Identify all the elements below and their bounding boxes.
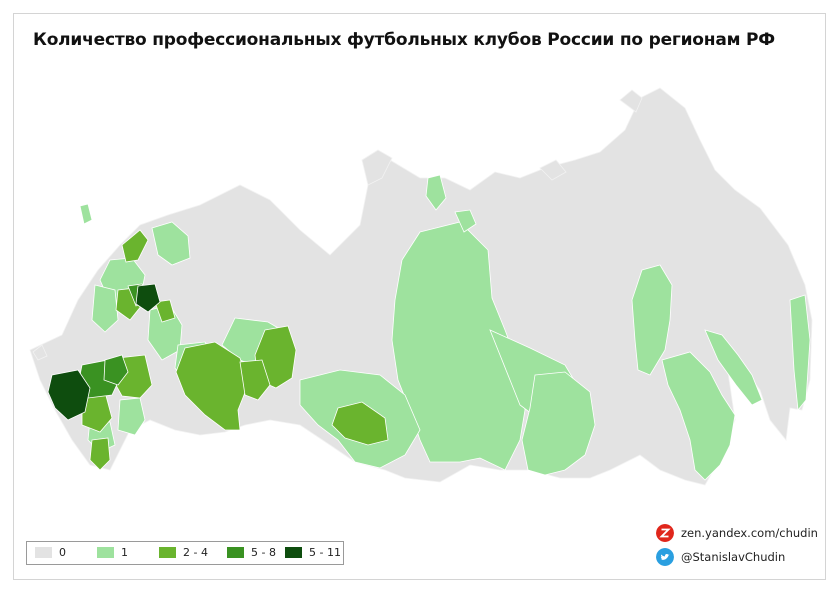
- region-south-1: [117, 397, 146, 436]
- region-yamal: [425, 174, 447, 211]
- regions-two-four: [81, 229, 389, 471]
- region-moscow: [135, 283, 161, 313]
- region-kamchatka: [704, 329, 763, 406]
- arctic-island-2: [539, 159, 567, 181]
- legend-label: 1: [121, 546, 128, 559]
- region-murmansk: [151, 221, 191, 266]
- legend-swatch: [35, 547, 52, 558]
- region-north-karelia: [121, 229, 149, 263]
- legend-swatch: [285, 547, 302, 558]
- region-krasnodar: [47, 369, 91, 421]
- region-krasnoyarsk: [391, 221, 526, 471]
- region-chukotka-tip: [789, 294, 811, 412]
- region-taimyr-isle: [454, 209, 477, 233]
- kaliningrad: [32, 344, 48, 361]
- region-spitsbergen: [79, 203, 93, 225]
- region-magadan: [631, 264, 673, 376]
- region-tatarstan: [103, 354, 129, 386]
- region-caucasus: [89, 437, 111, 471]
- zen-icon: [656, 524, 674, 542]
- regions-five-eleven: [47, 283, 161, 421]
- credit-twitter-label: @StanislavChudin: [681, 550, 786, 564]
- region-samara: [154, 299, 176, 323]
- map-legend: 0 1 2 - 4 5 - 8 5 - 11: [26, 541, 344, 565]
- legend-swatch: [159, 547, 176, 558]
- legend-swatch: [97, 547, 114, 558]
- map-title: Количество профессиональных футбольных к…: [33, 30, 775, 50]
- legend-label: 2 - 4: [183, 546, 208, 559]
- region-novosibirsk: [331, 401, 389, 446]
- legend-label: 0: [59, 546, 66, 559]
- legend-swatch: [227, 547, 244, 558]
- legend-label: 5 - 8: [251, 546, 276, 559]
- region-irkutsk: [521, 371, 596, 476]
- region-far-east: [661, 351, 736, 481]
- twitter-icon: [656, 548, 674, 566]
- arctic-island: [619, 89, 643, 113]
- region-nw-2: [91, 284, 119, 333]
- region-bashkortostan: [175, 341, 249, 431]
- legend-label: 5 - 11: [309, 546, 341, 559]
- credit-zen-label: zen.yandex.com/chudin: [681, 526, 818, 540]
- novaya-zemlya: [361, 149, 393, 186]
- region-chelyabinsk: [239, 359, 271, 401]
